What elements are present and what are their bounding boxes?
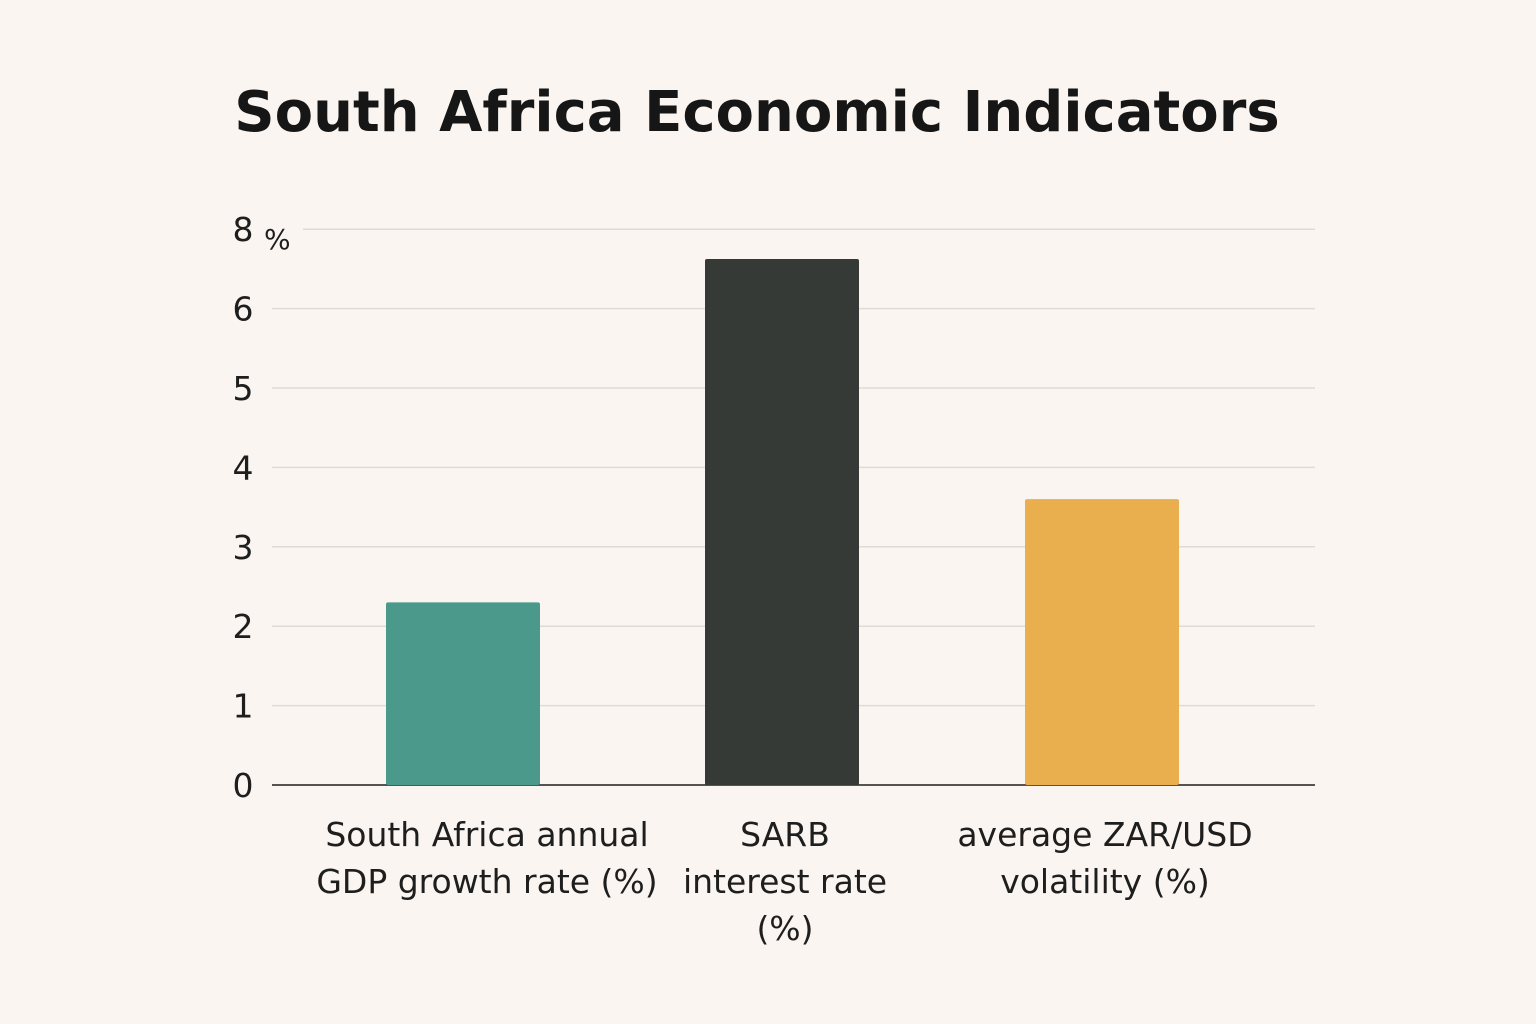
x-category-label: South Africa annual	[325, 815, 648, 854]
x-category-label: interest rate	[683, 862, 887, 901]
y-tick-label: 6	[233, 290, 254, 329]
y-tick-label: 1	[233, 687, 254, 726]
x-category-label: SARB	[740, 815, 830, 854]
y-axis-unit: %	[264, 223, 291, 256]
bar	[1025, 499, 1179, 785]
y-tick-label: 3	[233, 528, 254, 567]
bar	[386, 602, 540, 785]
y-tick-label: 0	[233, 766, 254, 805]
x-category-label: (%)	[756, 909, 813, 948]
x-category-label: average ZAR/USD	[957, 815, 1252, 854]
bar	[705, 258, 859, 786]
x-category-label: GDP growth rate (%)	[316, 862, 657, 901]
y-tick-label: 4	[233, 448, 254, 487]
chart-title: South Africa Economic Indicators	[234, 80, 1279, 145]
y-tick-label: 8	[233, 210, 254, 249]
y-tick-label: 5	[233, 369, 254, 408]
y-tick-label: 2	[233, 607, 254, 646]
x-category-label: volatility (%)	[1000, 862, 1210, 901]
